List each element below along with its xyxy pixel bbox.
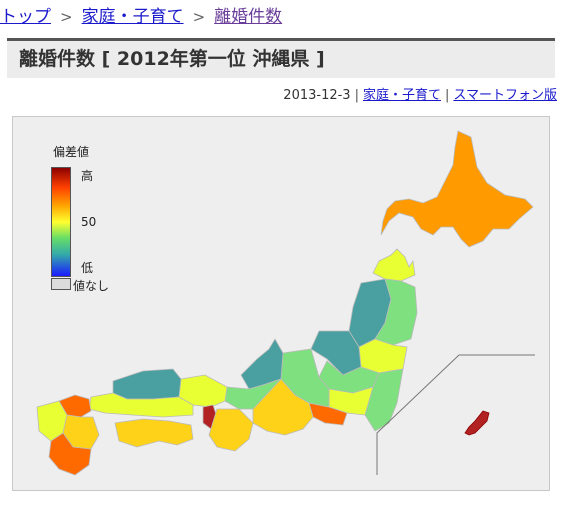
meta-pipe: |	[354, 88, 359, 103]
region-sanyo	[88, 392, 194, 418]
region-aomori	[372, 248, 416, 282]
region-gifu-fukui	[224, 378, 282, 410]
title-bar: 離婚件数 [ 2012年第一位 沖縄県 ]	[7, 38, 555, 78]
region-okinawa	[464, 410, 490, 436]
legend-title: 偏差値	[53, 145, 90, 159]
okinawa-inset-border	[376, 354, 535, 475]
region-hokkaido	[380, 130, 534, 248]
region-fukushima	[358, 338, 408, 374]
legend-mid-label: 50	[81, 215, 97, 229]
page-title: 離婚件数 [ 2012年第一位 沖縄県 ]	[19, 48, 325, 70]
breadcrumb-separator: >	[60, 8, 73, 26]
region-sanin	[112, 368, 182, 400]
breadcrumb: トップ > 家庭・子育て > 離婚件数	[0, 4, 560, 30]
breadcrumb-family-link[interactable]: 家庭・子育て	[81, 7, 184, 27]
japan-choropleth-map: 偏差値 高 50 低 値なし	[12, 116, 550, 491]
region-kinki-south	[208, 408, 254, 452]
legend-high-label: 高	[81, 169, 94, 183]
category-link[interactable]: 家庭・子育て	[362, 88, 441, 103]
region-south-kyushu	[48, 432, 92, 476]
legend-color-scale	[51, 167, 71, 277]
map-canvas	[36, 130, 535, 476]
region-iwate-miyagi	[374, 278, 418, 346]
meta-pipe: |	[444, 88, 450, 103]
legend-no-value-label: 値なし	[73, 279, 110, 293]
breadcrumb-separator: >	[192, 8, 206, 26]
publish-date: 2013-12-3	[283, 88, 351, 103]
legend-low-label: 低	[81, 261, 94, 275]
smartphone-link[interactable]: スマートフォン版	[453, 88, 557, 103]
breadcrumb-top-link[interactable]: トップ	[0, 7, 51, 27]
region-shikoku	[114, 418, 194, 448]
breadcrumb-current-link[interactable]: 離婚件数	[214, 7, 283, 27]
meta-line: 2013-12-3 | 家庭・子育て | スマートフォン版	[283, 86, 557, 106]
legend-no-value-swatch	[51, 278, 71, 290]
